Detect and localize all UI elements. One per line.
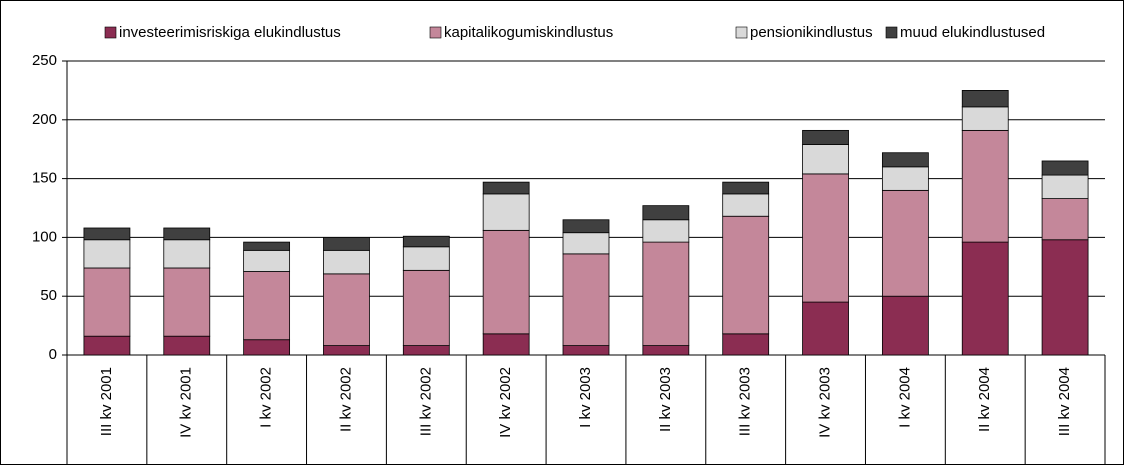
bar-segment [482, 193, 530, 231]
x-tick-label: III kv 2001 [98, 367, 115, 436]
bar-segment [243, 241, 291, 251]
y-tick-label: 200 [32, 111, 57, 128]
bar-segment [163, 239, 211, 269]
x-tick-label: IV kv 2003 [817, 367, 834, 438]
bar-segment [163, 227, 211, 241]
bar-segment [1041, 198, 1089, 241]
bar-segment [482, 333, 530, 356]
bar-segment [961, 241, 1009, 356]
bar-segment [163, 267, 211, 337]
bar-segment [1041, 160, 1089, 176]
x-tick-label: II kv 2004 [976, 367, 993, 432]
y-tick-label: 250 [32, 52, 57, 69]
bar-segment [881, 295, 929, 356]
bar-segment [642, 205, 690, 221]
bar-segment [722, 215, 770, 335]
bar-segment [961, 129, 1009, 243]
legend-swatch [429, 26, 442, 39]
bar-segment [881, 152, 929, 168]
x-tick-label: I kv 2003 [577, 367, 594, 428]
bar-segment [83, 267, 131, 337]
x-tick-label: III kv 2004 [1056, 367, 1073, 436]
x-tick-label: II kv 2002 [337, 367, 354, 432]
bar-segment [802, 129, 849, 145]
bar-segment [642, 345, 690, 356]
bar-segment [323, 345, 370, 356]
bar-segment [1041, 239, 1089, 356]
bar-segment [722, 193, 770, 217]
bar-segment [482, 229, 530, 335]
bar-segment [1041, 174, 1089, 199]
legend-swatch [735, 26, 748, 39]
bar-segment [722, 181, 770, 195]
bar-segment [323, 236, 370, 251]
bar-segment [323, 273, 370, 346]
legend-label: muud elukindlustused [900, 24, 1045, 41]
legend-swatch [885, 26, 898, 39]
bar-segment [402, 246, 450, 271]
bar-segment [562, 232, 610, 255]
legend-label: pensionikindlustus [750, 24, 873, 41]
bar-segment [163, 335, 211, 356]
legend-label: kapitalikogumiskindlustus [444, 24, 613, 41]
x-tick-label: I kv 2002 [258, 367, 275, 428]
y-tick-label: 100 [32, 228, 57, 245]
x-tick-label: IV kv 2002 [497, 367, 514, 438]
bar-segment [562, 345, 610, 356]
bar-segment [402, 345, 450, 356]
x-tick-label: III kv 2003 [737, 367, 754, 436]
y-tick-label: 0 [49, 346, 57, 363]
bar-segment [83, 227, 131, 241]
bar-segment [562, 219, 610, 234]
bar-segment [961, 106, 1009, 131]
bar-segment [243, 339, 291, 356]
bar-segment [802, 301, 849, 356]
legend-swatch [104, 26, 117, 39]
y-tick-label: 50 [40, 287, 57, 304]
x-tick-label: III kv 2002 [417, 367, 434, 436]
x-tick-label: I kv 2004 [896, 367, 913, 428]
y-tick-label: 150 [32, 170, 57, 187]
bar-segment [83, 335, 131, 356]
bar-segment [802, 173, 849, 303]
x-tick-label: II kv 2003 [657, 367, 674, 432]
bar-segment [243, 249, 291, 272]
bar-segment [402, 235, 450, 248]
bar-segment [323, 249, 370, 275]
bar-segment [881, 189, 929, 297]
bar-segment [642, 241, 690, 346]
legend-label: investeerimisriskiga elukindlustus [119, 24, 341, 41]
bar-segment [243, 271, 291, 341]
bar-segment [722, 333, 770, 356]
bar-segment [402, 269, 450, 346]
bar-segment [802, 144, 849, 175]
x-tick-label: IV kv 2001 [178, 367, 195, 438]
bar-segment [642, 219, 690, 243]
bar-segment [482, 181, 530, 195]
bar-segment [83, 239, 131, 269]
bar-segment [881, 166, 929, 191]
bar-segment [961, 90, 1009, 108]
bar-segment [562, 253, 610, 346]
